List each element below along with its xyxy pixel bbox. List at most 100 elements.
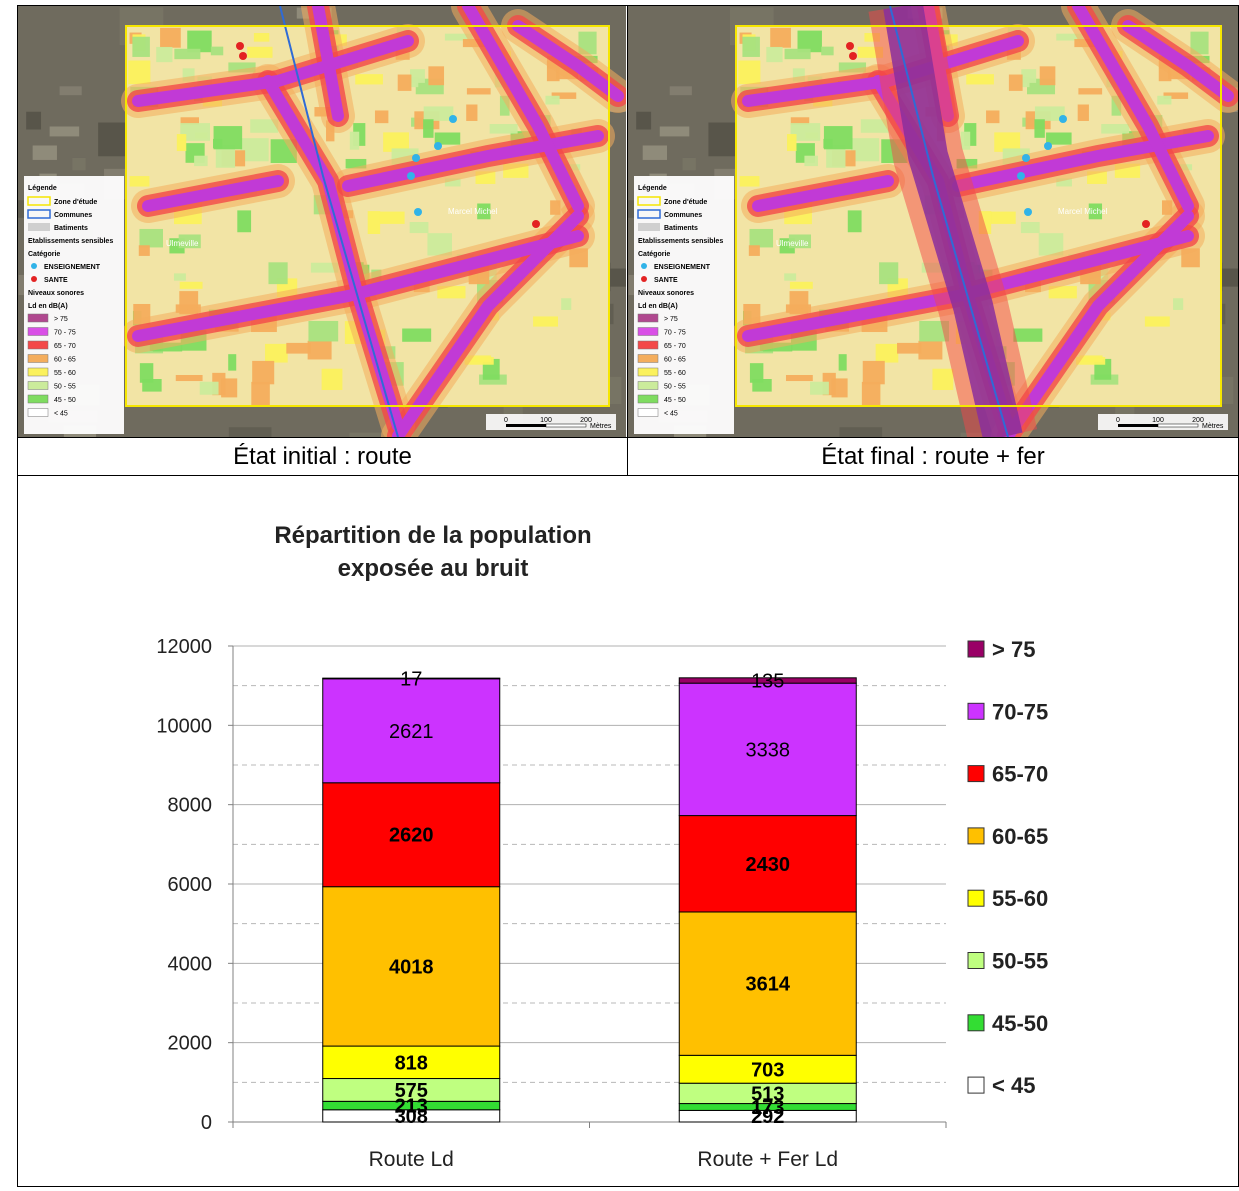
school-marker <box>1022 154 1030 162</box>
map-legend-swatch <box>28 223 50 231</box>
building-block <box>176 134 187 152</box>
building-block <box>784 48 811 60</box>
data-label: 213 <box>395 1096 428 1118</box>
legend-label: 50-55 <box>992 949 1048 974</box>
building-block <box>307 340 332 360</box>
building-block <box>489 124 518 134</box>
building-block <box>423 106 454 121</box>
hospital-marker <box>236 42 244 50</box>
building-block <box>785 374 813 382</box>
building-block <box>862 360 885 385</box>
map-legend-item: Communes <box>54 212 92 219</box>
building-block <box>466 88 491 95</box>
building-block <box>1048 286 1077 299</box>
building-block <box>748 245 760 256</box>
building-block <box>175 374 203 382</box>
school-marker <box>1059 115 1067 123</box>
aerial-texture <box>26 111 42 130</box>
map-legend-sensitive: Etablissements sensibles <box>28 238 113 245</box>
map-legend-level: 70 - 75 <box>54 330 76 337</box>
bar-segment <box>322 782 501 888</box>
building-block <box>838 354 847 371</box>
road-band <box>312 6 344 122</box>
building-block <box>790 117 810 125</box>
data-label: 3338 <box>746 739 791 761</box>
map-legend-dot <box>31 263 37 269</box>
building-block <box>240 138 269 162</box>
map-legend-level-swatch <box>637 313 659 323</box>
building-block <box>1144 316 1170 327</box>
data-label: 2621 <box>389 721 434 743</box>
school-marker <box>412 154 420 162</box>
building-block <box>789 281 813 289</box>
building-block <box>1038 233 1064 256</box>
hospital-marker <box>532 220 540 228</box>
building-block <box>252 360 275 385</box>
legend-label: 70-75 <box>992 699 1048 724</box>
building-block <box>187 30 212 53</box>
building-block <box>179 281 203 289</box>
map-legend-level: > 75 <box>664 316 678 323</box>
commune-boundary <box>889 6 1009 437</box>
building-block <box>265 343 288 363</box>
map-legend-swatch <box>27 209 51 219</box>
building-block <box>826 145 846 168</box>
building-block <box>250 119 279 133</box>
building-block <box>268 262 288 285</box>
map-legend-item: Zone d'étude <box>54 199 97 206</box>
map-legend-level-swatch <box>27 354 49 363</box>
map-legend-level-swatch <box>27 327 49 336</box>
legend-label: 55-60 <box>992 886 1048 911</box>
legend-swatch <box>967 827 985 845</box>
scale-seg <box>1118 424 1158 427</box>
building-block <box>310 262 339 273</box>
building-block <box>810 381 829 395</box>
data-label: 513 <box>751 1083 784 1105</box>
aerial-texture <box>32 145 57 160</box>
aerial-texture <box>659 126 690 137</box>
building-block <box>804 155 818 167</box>
scale-seg <box>506 424 546 427</box>
noise-map-final: Ulmeville Marcel Michel Légende Zone d'étud… <box>628 6 1238 437</box>
map-legend-level: 70 - 75 <box>664 330 686 337</box>
map-legend-level: < 45 <box>54 411 68 418</box>
map-legend-level-swatch <box>637 408 659 417</box>
building-block <box>367 211 381 234</box>
building-block <box>1008 74 1023 91</box>
map-layer: Ulmeville Marcel Michel <box>628 6 1238 437</box>
building-block <box>831 378 848 398</box>
building-block <box>823 126 853 150</box>
building-block <box>932 368 954 391</box>
building-block <box>792 68 805 82</box>
map-legend-title: Légende <box>638 185 667 192</box>
bar-segment <box>322 886 501 1047</box>
building-block <box>129 176 150 187</box>
school-marker <box>407 172 415 180</box>
building-block <box>1163 92 1189 99</box>
building-block <box>787 134 797 152</box>
building-block <box>402 328 432 342</box>
aerial-texture <box>228 427 272 437</box>
column-divider <box>627 5 628 475</box>
building-block <box>879 262 899 285</box>
hospital-marker <box>846 42 854 50</box>
map-legend-dot <box>31 276 37 282</box>
building-block <box>286 342 311 354</box>
building-block <box>221 378 238 398</box>
map-legend-level: 55 - 60 <box>664 370 686 377</box>
legend-label: 65-70 <box>992 762 1048 787</box>
scale-label: 200 <box>1192 417 1204 424</box>
road-band <box>1072 6 1194 212</box>
building-block <box>251 381 270 406</box>
x-tick-label: Route + Fer Ld <box>697 1148 838 1171</box>
building-block <box>749 363 764 383</box>
data-label: 173 <box>751 1097 784 1119</box>
building-block <box>561 298 572 310</box>
scale-label: 100 <box>1152 417 1164 424</box>
building-block <box>897 342 922 354</box>
legend-swatch <box>967 1014 985 1032</box>
roads <box>132 6 624 437</box>
building-block <box>160 27 181 48</box>
place-label: Ulmeville <box>166 239 199 248</box>
road-band <box>752 175 894 212</box>
